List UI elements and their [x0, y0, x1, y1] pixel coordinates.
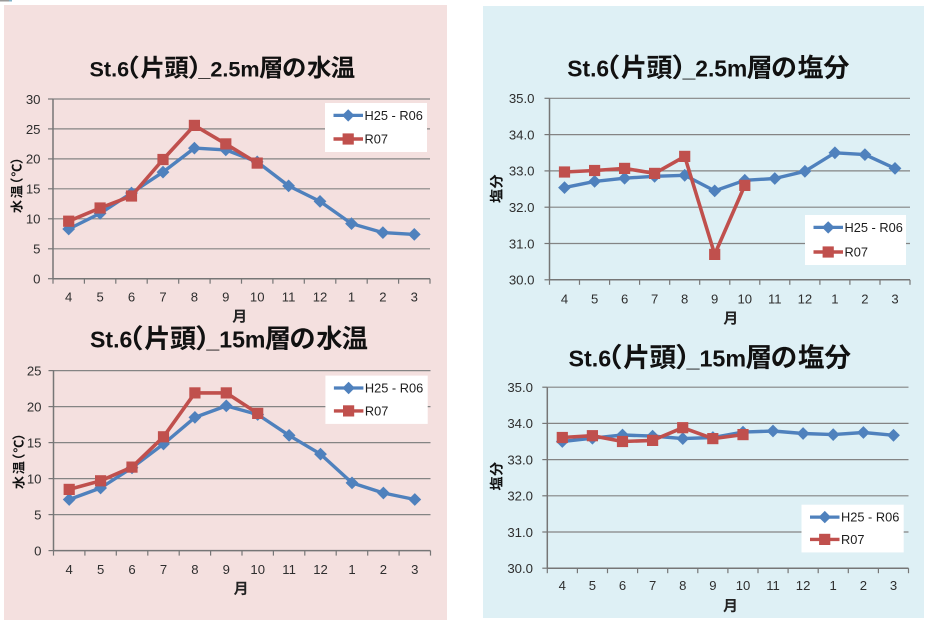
svg-text:8: 8: [191, 289, 198, 304]
svg-text:12: 12: [313, 289, 328, 304]
svg-text:9: 9: [222, 289, 229, 304]
svg-text:9: 9: [711, 292, 718, 307]
svg-text:11: 11: [766, 578, 780, 593]
svg-text:St.6: St.6: [90, 56, 130, 81]
svg-text:8: 8: [681, 292, 688, 307]
svg-text:R07: R07: [365, 404, 388, 419]
svg-text:12: 12: [313, 562, 328, 577]
svg-text:10: 10: [27, 471, 42, 486]
svg-text:6: 6: [128, 562, 135, 577]
svg-text:10: 10: [26, 212, 41, 227]
svg-text:2: 2: [861, 292, 868, 307]
svg-text:H25 - R06: H25 - R06: [845, 220, 903, 235]
svg-text:6: 6: [619, 578, 626, 593]
svg-text:3: 3: [411, 562, 418, 577]
svg-text:_15m: _15m: [686, 346, 747, 372]
svg-text:7: 7: [651, 292, 658, 307]
svg-text:15: 15: [27, 435, 42, 450]
svg-text:1: 1: [831, 292, 838, 307]
svg-text:9: 9: [709, 578, 716, 593]
svg-text:31.0: 31.0: [507, 525, 533, 540]
svg-text:R07: R07: [845, 245, 868, 260]
svg-text:6: 6: [128, 289, 135, 304]
svg-text:0: 0: [34, 543, 41, 558]
svg-text:34.0: 34.0: [507, 416, 533, 431]
svg-text:H25 - R06: H25 - R06: [365, 108, 423, 123]
svg-text:11: 11: [282, 289, 296, 304]
svg-text:10: 10: [738, 292, 753, 307]
svg-text:4: 4: [65, 289, 72, 304]
svg-text:25: 25: [27, 363, 42, 378]
svg-text:_2.5m: _2.5m: [682, 56, 748, 82]
svg-text:9: 9: [223, 562, 230, 577]
svg-text:30.0: 30.0: [507, 561, 533, 576]
svg-text:25: 25: [26, 122, 41, 137]
svg-text:32.0: 32.0: [509, 200, 535, 215]
svg-text:5: 5: [589, 578, 596, 593]
svg-text:3: 3: [411, 289, 418, 304]
svg-text:5: 5: [591, 292, 598, 307]
svg-text:4: 4: [561, 292, 568, 307]
svg-text:10: 10: [250, 562, 265, 577]
svg-text:4: 4: [559, 578, 566, 593]
svg-text:R07: R07: [841, 532, 864, 547]
svg-text:St.6: St.6: [569, 346, 612, 372]
svg-text:8: 8: [191, 562, 198, 577]
svg-text:H25 - R06: H25 - R06: [841, 510, 899, 525]
svg-text:15: 15: [26, 182, 41, 197]
svg-text:20: 20: [26, 152, 41, 167]
svg-text:10: 10: [736, 578, 751, 593]
svg-text:1: 1: [348, 562, 355, 577]
svg-text:2: 2: [379, 289, 386, 304]
svg-text:31.0: 31.0: [509, 236, 535, 251]
svg-text:St.6: St.6: [90, 327, 133, 353]
svg-text:11: 11: [768, 292, 782, 307]
svg-text:_15m: _15m: [205, 327, 265, 353]
svg-text:3: 3: [890, 578, 897, 593]
svg-text:3: 3: [891, 292, 898, 307]
svg-text:10: 10: [250, 289, 265, 304]
svg-text:1: 1: [830, 578, 837, 593]
svg-text:20: 20: [27, 399, 42, 414]
svg-text:30.0: 30.0: [509, 273, 535, 288]
svg-text:32.0: 32.0: [507, 489, 533, 504]
svg-text:33.0: 33.0: [509, 164, 535, 179]
svg-text:5: 5: [33, 242, 40, 257]
svg-text:5: 5: [97, 562, 104, 577]
svg-text:5: 5: [34, 507, 41, 522]
svg-text:4: 4: [66, 562, 73, 577]
svg-text:H25 - R06: H25 - R06: [365, 381, 423, 396]
svg-text:8: 8: [679, 578, 686, 593]
svg-text:35.0: 35.0: [509, 91, 535, 106]
svg-text:2: 2: [380, 562, 387, 577]
svg-text:12: 12: [796, 578, 811, 593]
svg-text:6: 6: [621, 292, 628, 307]
svg-text:34.0: 34.0: [509, 127, 535, 142]
svg-text:11: 11: [282, 562, 296, 577]
svg-text:7: 7: [160, 562, 167, 577]
svg-text:2: 2: [860, 578, 867, 593]
svg-text:5: 5: [96, 289, 103, 304]
svg-text:7: 7: [159, 289, 166, 304]
svg-text:33.0: 33.0: [507, 452, 533, 467]
svg-text:St.6: St.6: [567, 56, 609, 82]
svg-text:1: 1: [348, 289, 355, 304]
svg-text:_2.5m: _2.5m: [197, 56, 259, 81]
svg-text:R07: R07: [365, 132, 388, 147]
svg-text:30: 30: [26, 92, 41, 107]
svg-text:0: 0: [33, 272, 40, 287]
svg-text:7: 7: [649, 578, 656, 593]
svg-text:12: 12: [798, 292, 813, 307]
svg-text:35.0: 35.0: [507, 380, 533, 395]
